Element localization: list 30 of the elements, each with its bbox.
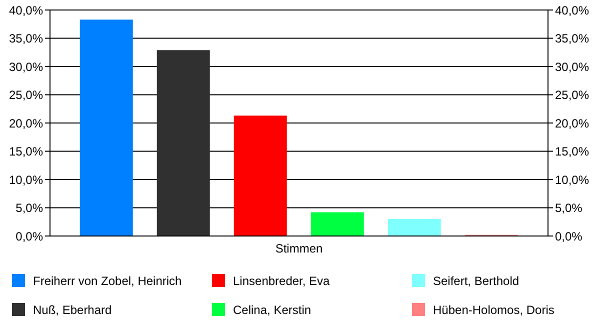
legend-label: Nuß, Eberhard <box>33 302 112 316</box>
text: 40,0% <box>555 3 590 18</box>
y-tick-label: 30,0% <box>8 60 44 74</box>
legend-label: Linsenbreder, Eva <box>233 274 330 288</box>
text: 35,0% <box>555 32 590 46</box>
text: 20,0% <box>555 116 590 130</box>
bar <box>80 20 133 236</box>
legend-label: Freiherr von Zobel, Heinrich <box>33 274 182 288</box>
y-tick-label: 20,0% <box>8 116 44 130</box>
bar <box>388 219 441 236</box>
y-tick-label: 0,0% <box>16 229 44 244</box>
y-tick-label: 10,0% <box>8 172 44 187</box>
text: 5,0% <box>555 201 582 216</box>
text: 10,0% <box>555 172 590 187</box>
text: 0,0% <box>555 229 582 244</box>
text: 30,0% <box>555 60 590 74</box>
y-tick-label: 35,0% <box>8 32 44 46</box>
text: 25,0% <box>555 88 590 102</box>
legend-label: Hüben-Holomos, Doris <box>433 302 554 316</box>
text: 15,0% <box>555 144 590 159</box>
bar <box>156 50 210 236</box>
legend-label: Seifert, Berthold <box>433 274 520 288</box>
bar <box>234 116 287 236</box>
y-tick-label: 25,0% <box>8 88 44 102</box>
y-tick-label: 5,0% <box>16 201 44 216</box>
y-tick-label: 40,0% <box>8 3 44 18</box>
y-tick-label: 15,0% <box>8 144 44 159</box>
x-tick-label: Stimmen <box>275 242 323 256</box>
legend-label: Celina, Kerstin <box>233 302 312 316</box>
bar <box>310 212 364 236</box>
